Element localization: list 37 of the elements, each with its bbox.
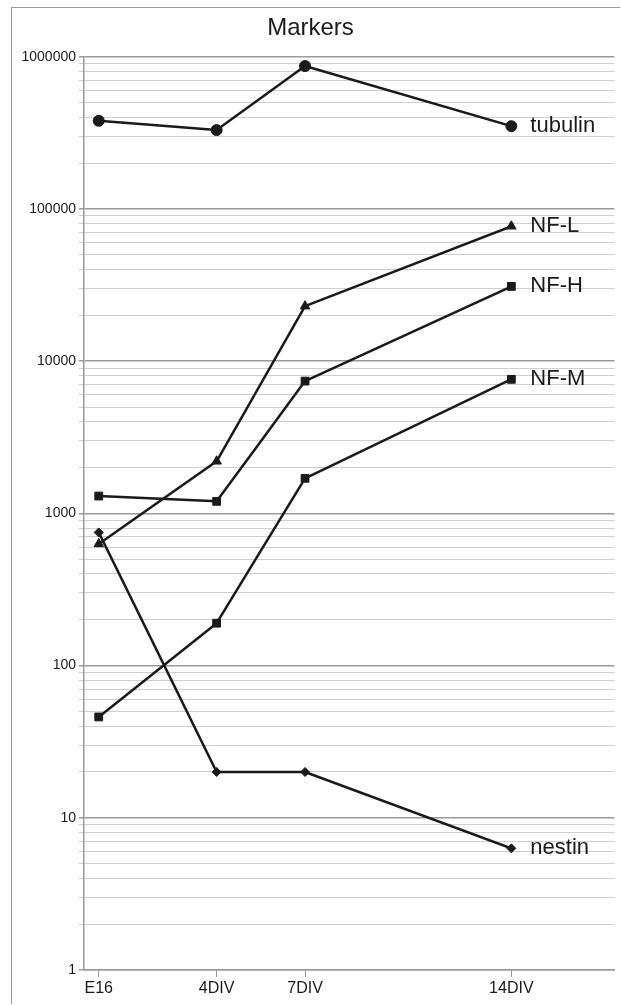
x-tick-label: 14DIV <box>489 979 534 997</box>
point <box>505 120 518 133</box>
point <box>506 374 516 384</box>
series-label: NF-H <box>530 272 583 298</box>
point <box>93 527 104 538</box>
y-tick-label: 10 <box>60 808 77 825</box>
point <box>210 124 223 137</box>
x-tick-label: 7DIV <box>287 979 324 997</box>
point <box>211 766 222 777</box>
point <box>92 114 105 127</box>
point <box>506 282 516 291</box>
x-tick-label: E16 <box>84 979 114 997</box>
point <box>212 618 222 628</box>
y-tick-label: 1 <box>68 960 77 977</box>
point <box>299 300 311 310</box>
point <box>506 220 517 230</box>
series-label: NF-L <box>530 212 580 238</box>
series-label: NF-M <box>530 365 586 391</box>
point <box>299 60 312 73</box>
chart-title: Markers <box>267 13 354 41</box>
y-tick-label: 100 <box>52 656 77 673</box>
point <box>93 537 104 548</box>
point <box>506 843 517 854</box>
y-tick-label: 1000 <box>44 504 77 521</box>
point <box>211 455 222 465</box>
series-label: nestin <box>530 834 590 860</box>
point <box>300 473 310 483</box>
y-tick-label: 1000000 <box>21 47 77 64</box>
y-tick-label: 10000 <box>37 352 77 369</box>
point <box>212 496 222 506</box>
point <box>300 376 310 386</box>
point <box>94 712 104 722</box>
series-label: tubulin <box>530 112 596 138</box>
point <box>94 491 104 501</box>
x-tick-label: 4DIV <box>198 979 235 997</box>
point <box>300 766 311 777</box>
y-tick-label: 100000 <box>29 199 77 216</box>
